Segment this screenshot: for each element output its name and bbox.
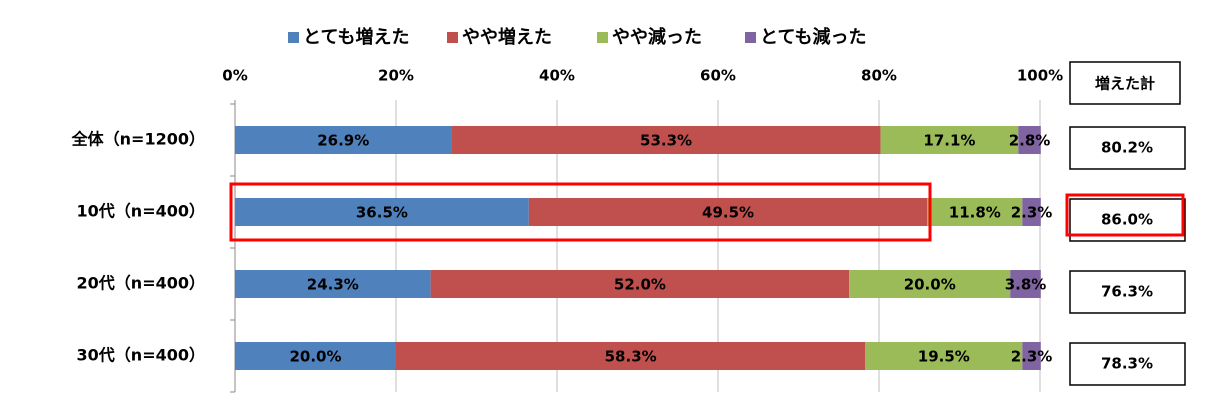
x-tick-label: 40% <box>539 67 575 85</box>
legend-swatch <box>597 32 608 43</box>
totals-header-box <box>1069 61 1181 105</box>
bar-segment <box>880 126 1019 154</box>
legend-label: やや減った <box>612 26 702 48</box>
total-box <box>1069 126 1186 170</box>
x-tick-label: 100% <box>1017 67 1063 85</box>
bar-segment <box>1018 126 1041 154</box>
bar-segment <box>1022 342 1041 370</box>
value-label: 11.8% <box>949 204 1001 222</box>
value-label: 19.5% <box>918 348 970 366</box>
value-label: 52.0% <box>614 276 666 294</box>
legend-swatch <box>745 32 756 43</box>
value-label: 36.5% <box>356 204 408 222</box>
bar-segment <box>235 126 452 154</box>
legend-swatch <box>447 32 458 43</box>
value-label: 58.3% <box>605 348 657 366</box>
category-label: 10代（n=400） <box>77 202 205 221</box>
category-label: 30代（n=400） <box>77 346 205 365</box>
bar-segment <box>235 342 396 370</box>
bar-segment <box>849 270 1011 298</box>
legend-label: とても増えた <box>303 26 410 48</box>
legend-label: やや増えた <box>462 26 552 48</box>
legend-swatch <box>288 32 299 43</box>
category-label: 20代（n=400） <box>77 274 205 293</box>
value-label: 17.1% <box>923 132 975 150</box>
bar-segment <box>1022 198 1041 226</box>
total-value: 86.0% <box>1101 211 1153 229</box>
value-label: 20.0% <box>904 276 956 294</box>
bar-segment <box>235 198 529 226</box>
total-value: 78.3% <box>1101 355 1153 373</box>
bar-segment <box>865 342 1023 370</box>
bar-segment <box>528 198 928 226</box>
total-value: 76.3% <box>1101 283 1153 301</box>
value-label: 49.5% <box>702 204 754 222</box>
highlight-box <box>1065 193 1185 237</box>
value-label: 2.8% <box>1009 132 1051 150</box>
bar-segment <box>451 126 881 154</box>
value-label: 24.3% <box>307 276 359 294</box>
total-box <box>1069 342 1186 386</box>
legend-label: とても減った <box>760 26 867 48</box>
value-label: 20.0% <box>289 348 341 366</box>
x-tick-label: 60% <box>700 67 736 85</box>
total-box <box>1069 270 1186 314</box>
value-label: 53.3% <box>640 132 692 150</box>
value-label: 2.3% <box>1011 204 1053 222</box>
bar-segment <box>396 342 866 370</box>
x-tick-label: 0% <box>222 67 247 85</box>
category-label: 全体（n=1200） <box>71 130 205 149</box>
x-tick-label: 20% <box>378 67 414 85</box>
bar-segment <box>927 198 1023 226</box>
value-label: 26.9% <box>317 132 369 150</box>
bar-segment <box>430 270 850 298</box>
value-label: 3.8% <box>1005 276 1047 294</box>
x-tick-label: 80% <box>861 67 897 85</box>
bar-segment <box>235 270 431 298</box>
bar-segment <box>1010 270 1041 298</box>
totals-header: 増えた計 <box>1095 75 1155 93</box>
total-value: 80.2% <box>1101 139 1153 157</box>
highlight-box <box>229 182 932 242</box>
value-label: 2.3% <box>1011 348 1053 366</box>
